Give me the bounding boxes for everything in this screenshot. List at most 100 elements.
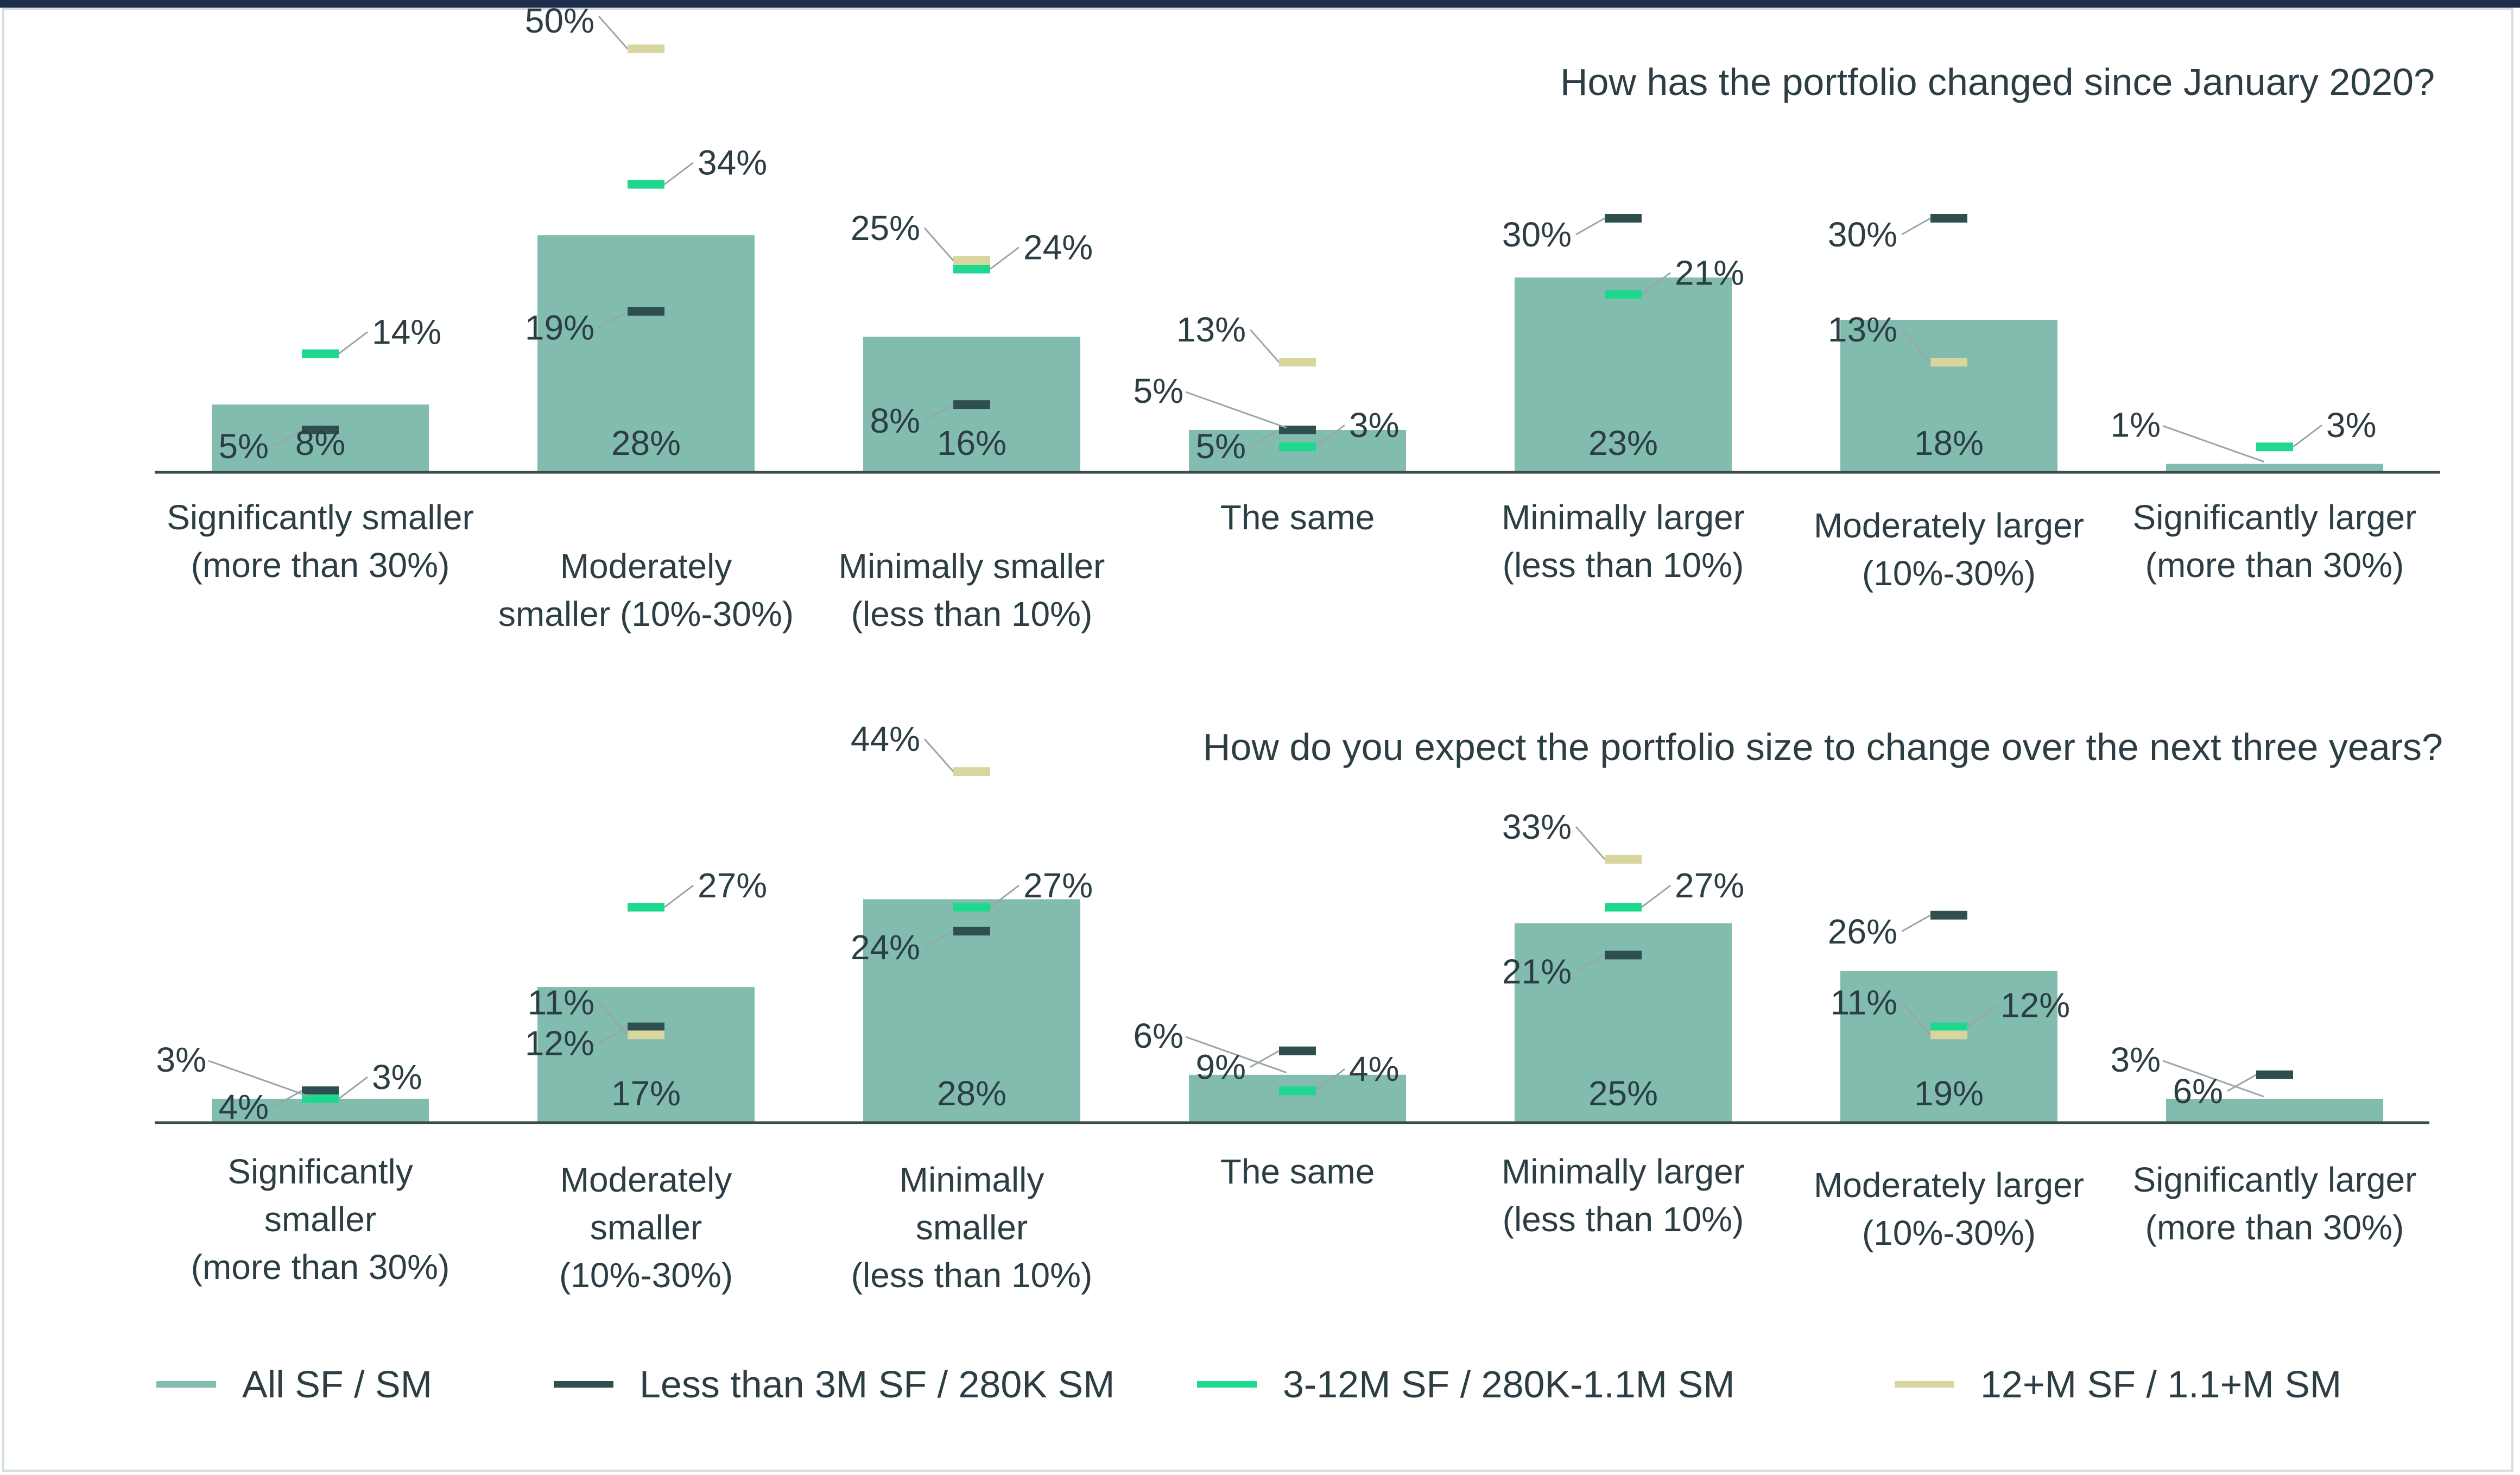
value-label-all-1-5: 19% <box>1914 1074 1984 1113</box>
value-label-medium-1-1: 27% <box>698 866 767 905</box>
legend-item-all: All SF / SM <box>156 1357 432 1411</box>
value-label-medium-1-0: 3% <box>372 1058 422 1097</box>
bar-1-3 <box>1189 1074 1406 1123</box>
leader-0-2-0 <box>338 331 368 354</box>
leader-0-1-0 <box>273 429 302 447</box>
category-label-0-6-0: Significantly larger <box>2133 498 2417 537</box>
category-label-0-5-1: (10%-30%) <box>1862 554 2036 593</box>
value-label-small-1-1: 12% <box>525 1024 594 1063</box>
marker-small-1-2 <box>953 927 990 936</box>
value-label-all-1-1: 17% <box>611 1074 681 1113</box>
bar-0-4 <box>1515 277 1732 472</box>
leader-0-0-3 <box>1185 391 1287 429</box>
legend-swatch-all <box>156 1381 216 1388</box>
leader-0-1-3 <box>1250 429 1280 447</box>
value-label-small-1-5: 26% <box>1828 912 1897 951</box>
category-label-0-0-1: (more than 30%) <box>191 546 450 585</box>
marker-large-0-1 <box>628 45 664 53</box>
marker-large-0-3 <box>1279 358 1316 367</box>
value-label-medium-1-5: 12% <box>2000 986 2070 1025</box>
leader-0-1-4 <box>1575 217 1605 236</box>
value-label-all-0-6: 1% <box>2111 405 2161 444</box>
category-label-0-0-0: Significantly smaller <box>167 498 474 537</box>
marker-large-1-1 <box>628 1030 664 1040</box>
marker-medium-1-1 <box>628 903 664 912</box>
legend-swatch-large <box>1895 1381 1954 1388</box>
marker-medium-0-0 <box>302 349 339 358</box>
marker-medium-1-0 <box>302 1094 339 1103</box>
category-label-1-1-2: (10%-30%) <box>559 1256 733 1295</box>
leader-1-0-3 <box>1185 1036 1287 1074</box>
category-label-0-3-0: The same <box>1220 498 1375 537</box>
value-label-small-0-5: 30% <box>1828 215 1897 254</box>
marker-medium-1-5 <box>1930 1022 1967 1031</box>
value-label-small-0-2: 8% <box>870 401 921 440</box>
marker-small-1-4 <box>1605 951 1642 960</box>
marker-small-1-0 <box>302 1086 339 1096</box>
chart-title-1: How do you expect the portfolio size to … <box>1203 726 2443 768</box>
value-label-small-1-6: 6% <box>2173 1072 2224 1111</box>
top-accent-bar <box>0 0 2520 8</box>
value-label-all-0-5: 18% <box>1914 423 1984 463</box>
leader-1-3-2 <box>923 738 954 773</box>
category-label-0-2-0: Minimally smaller <box>839 547 1105 586</box>
value-label-large-1-5: 11% <box>1831 983 1897 1022</box>
value-label-medium-0-2: 24% <box>1023 228 1093 267</box>
value-label-all-0-1: 28% <box>611 423 681 463</box>
category-label-0-6-1: (more than 30%) <box>2145 546 2404 585</box>
leader-1-2-2 <box>990 884 1020 908</box>
value-label-medium-1-4: 27% <box>1675 866 1744 905</box>
category-label-0-1-1: smaller (10%-30%) <box>498 594 794 634</box>
value-label-medium-1-3: 4% <box>1349 1049 1400 1088</box>
category-label-0-1-0: Moderately <box>560 547 732 586</box>
marker-small-1-6 <box>2256 1070 2293 1079</box>
category-label-1-1-0: Moderately <box>560 1160 732 1199</box>
marker-small-1-5 <box>1930 910 1967 920</box>
value-label-all-1-6: 3% <box>2111 1040 2161 1079</box>
value-label-large-1-2: 44% <box>851 719 920 758</box>
value-label-medium-0-6: 3% <box>2326 406 2377 445</box>
marker-medium-0-6 <box>2256 442 2293 452</box>
value-label-large-0-3: 13% <box>1176 310 1246 349</box>
category-label-1-3-0: The same <box>1220 1152 1375 1191</box>
category-label-1-0-0: Significantly <box>227 1152 413 1191</box>
value-label-large-0-2: 25% <box>851 208 920 248</box>
category-label-1-0-2: (more than 30%) <box>191 1248 450 1287</box>
bar-0-6 <box>2166 464 2383 472</box>
chart-title-0: How has the portfolio changed since Janu… <box>1560 61 2435 103</box>
leader-1-2-5 <box>1967 1004 1997 1028</box>
legend-swatch-small <box>554 1381 613 1388</box>
marker-medium-0-4 <box>1605 290 1642 299</box>
category-label-1-6-0: Significantly larger <box>2133 1160 2417 1199</box>
marker-small-0-4 <box>1605 214 1642 223</box>
legend: All SF / SM Less than 3M SF / 280K SM 3-… <box>0 1357 2520 1411</box>
value-label-small-1-4: 21% <box>1502 952 1572 991</box>
value-label-small-1-0: 4% <box>219 1087 269 1126</box>
value-label-large-1-4: 33% <box>1502 807 1572 846</box>
value-label-large-0-5: 13% <box>1828 310 1897 349</box>
leader-0-0-6 <box>2162 425 2264 463</box>
marker-large-1-5 <box>1930 1030 1967 1040</box>
category-label-1-2-1: smaller <box>916 1208 1028 1247</box>
value-label-medium-1-2: 27% <box>1023 866 1093 905</box>
marker-medium-0-3 <box>1279 442 1316 452</box>
leader-0-1-2 <box>924 403 954 422</box>
category-label-1-6-1: (more than 30%) <box>2145 1208 2404 1247</box>
bar-0-0 <box>212 404 429 472</box>
legend-item-large: 12+M SF / 1.1+M SM <box>1895 1357 2341 1411</box>
marker-medium-1-2 <box>953 903 990 912</box>
marker-large-1-2 <box>953 767 990 776</box>
category-label-1-4-0: Minimally larger <box>1502 1152 1745 1191</box>
marker-large-1-4 <box>1605 854 1642 864</box>
value-label-small-0-0: 5% <box>219 427 269 466</box>
category-label-1-0-1: smaller <box>264 1200 376 1239</box>
leader-1-3-5 <box>1901 1002 1932 1036</box>
leader-0-2-3 <box>1315 425 1345 448</box>
value-label-all-0-0: 8% <box>295 423 346 463</box>
category-label-0-4-0: Minimally larger <box>1502 498 1745 537</box>
leader-1-1-6 <box>2227 1074 2257 1092</box>
value-label-all-1-2: 28% <box>937 1074 1006 1113</box>
legend-label-medium: 3-12M SF / 280K-1.1M SM <box>1283 1363 1735 1406</box>
value-label-small-0-1: 19% <box>525 308 594 347</box>
